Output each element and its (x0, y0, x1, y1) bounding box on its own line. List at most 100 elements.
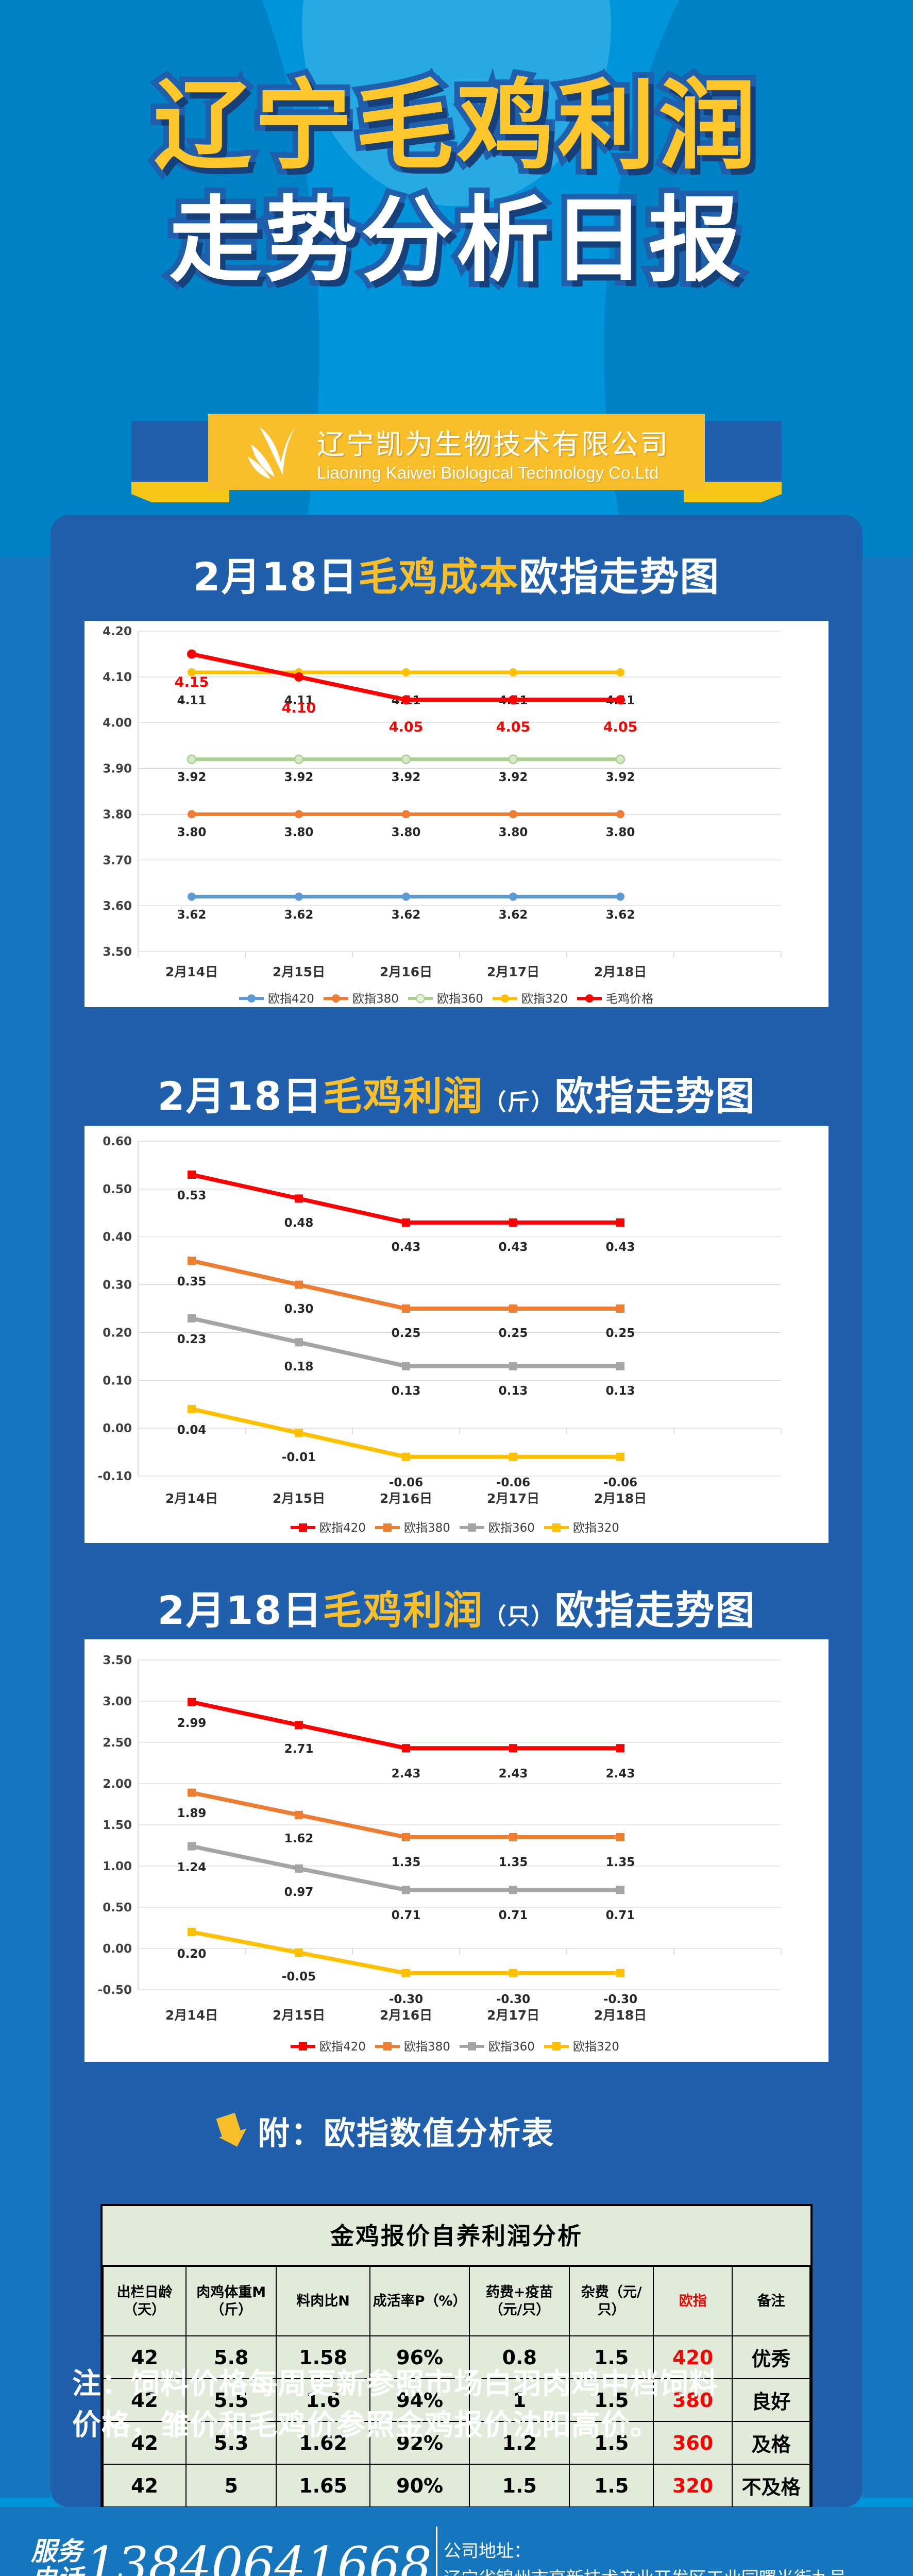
company-name-block: 辽宁凯为生物技术有限公司 Liaoning Kaiwei Biological … (317, 421, 669, 483)
svg-text:欧指420: 欧指420 (319, 2040, 366, 2054)
svg-text:3.92: 3.92 (606, 771, 635, 784)
svg-text:-0.10: -0.10 (98, 1470, 132, 1483)
chart2-card: 0.60 0.50 0.40 0.30 0.20 0.10 0.00 -0.10… (84, 1126, 829, 1543)
table-row: 42 5 1.65 90% 1.5 1.5 320 不及格 (102, 2464, 810, 2507)
cell-ouzhi: 420 (653, 2335, 733, 2379)
page-footer: 服务 电话 13840641668 公司地址： 辽宁省锦州市高新技术产业开发区工… (0, 2507, 913, 2576)
poster-header: 辽宁毛鸡利润 走势分析日报 辽宁凯为生物技术有限公司 Liaoning Kaiw… (0, 0, 913, 520)
svg-text:欧指380: 欧指380 (352, 992, 399, 1006)
chart1-svg: 4.20 4.10 4.00 3.90 3.80 3.70 3.60 3.50 … (103, 625, 782, 1006)
svg-text:3.92: 3.92 (499, 771, 528, 784)
footer-phone-number[interactable]: 13840641668 (86, 2536, 432, 2576)
cell-medicine: 0.8 (469, 2335, 570, 2379)
svg-text:0.97: 0.97 (284, 1886, 314, 1899)
cell-ouzhi: 320 (653, 2464, 733, 2507)
svg-text:0.25: 0.25 (606, 1327, 635, 1340)
svg-text:-0.06: -0.06 (603, 1476, 637, 1489)
svg-text:2月18日: 2月18日 (594, 2008, 647, 2023)
cell-feed-ratio: 1.65 (276, 2464, 370, 2507)
svg-text:0.43: 0.43 (499, 1241, 528, 1254)
svg-text:欧指360: 欧指360 (488, 1521, 535, 1535)
table-header-survival: 成活率P（%） (369, 2265, 470, 2336)
chart1-heading-suffix: 欧指走势图 (519, 554, 720, 600)
chart3-heading-date: 2月18日 (157, 1587, 323, 1633)
table-header-ouzhi: 欧指 (653, 2265, 733, 2336)
company-ribbon-body: 辽宁凯为生物技术有限公司 Liaoning Kaiwei Biological … (208, 414, 705, 490)
table-header-row: 出栏日龄（天） 肉鸡体重M（斤） 料肉比N 成活率P（%） 药费+疫苗（元/只）… (102, 2265, 810, 2336)
chart1-heading-highlight: 毛鸡成本 (358, 554, 519, 600)
company-name-en: Liaoning Kaiwei Biological Technology Co… (317, 463, 659, 482)
cell-weight: 5.8 (185, 2335, 277, 2379)
chart3-legend: 欧指420 欧指380 欧指360 欧指320 (291, 2040, 619, 2054)
chart3-card: 3.50 3.00 2.50 2.00 1.50 1.00 0.50 0.00 … (84, 1639, 829, 2062)
svg-text:4.11: 4.11 (284, 694, 314, 707)
svg-text:2月17日: 2月17日 (487, 2008, 539, 2023)
svg-text:0.20: 0.20 (103, 1326, 132, 1340)
cell-misc: 1.5 (569, 2378, 654, 2422)
svg-text:2月15日: 2月15日 (273, 964, 325, 979)
cell-age: 42 (102, 2464, 187, 2507)
svg-text:4.20: 4.20 (103, 625, 132, 638)
cell-weight: 5.3 (185, 2421, 277, 2465)
svg-text:-0.30: -0.30 (389, 1993, 423, 2006)
svg-text:0.48: 0.48 (284, 1216, 314, 1230)
chart2-heading-unit: （斤） (483, 1089, 555, 1115)
svg-text:欧指320: 欧指320 (573, 1521, 619, 1535)
svg-text:-0.05: -0.05 (282, 1970, 316, 1984)
chart3-heading-suffix: 欧指走势图 (554, 1587, 756, 1633)
table-row: 42 5.3 1.62 92% 1.2 1.5 360 及格 (102, 2421, 810, 2465)
attachment-heading-label: 附：欧指数值分析表 (258, 2114, 555, 2152)
cell-misc: 1.5 (569, 2464, 654, 2507)
footer-contact: 服务 电话 13840641668 公司地址： 辽宁省锦州市高新技术产业开发区工… (31, 2527, 847, 2576)
cell-survival: 92% (369, 2421, 470, 2465)
svg-text:3.50: 3.50 (103, 945, 132, 959)
svg-text:3.62: 3.62 (499, 908, 528, 922)
cell-weight: 5 (185, 2464, 277, 2507)
svg-text:2月16日: 2月16日 (380, 2008, 432, 2023)
cell-misc: 1.5 (569, 2335, 654, 2379)
svg-text:0.30: 0.30 (103, 1279, 132, 1292)
svg-text:1.35: 1.35 (606, 1856, 635, 1869)
svg-text:3.62: 3.62 (606, 908, 635, 922)
table-row: 42 5.5 1.6 94% 1 1.5 380 良好 (102, 2378, 810, 2422)
svg-text:欧指380: 欧指380 (404, 2040, 450, 2054)
svg-text:0.13: 0.13 (392, 1384, 421, 1398)
svg-text:2月14日: 2月14日 (165, 1491, 218, 1506)
svg-text:0.13: 0.13 (499, 1384, 528, 1398)
cell-feed-ratio: 1.62 (276, 2421, 370, 2465)
panel-side-strip-left (0, 557, 50, 2498)
cell-survival: 90% (369, 2464, 470, 2507)
svg-text:3.00: 3.00 (103, 1695, 132, 1708)
svg-text:0.35: 0.35 (177, 1275, 207, 1289)
cell-age: 42 (102, 2421, 187, 2465)
svg-text:0.10: 0.10 (103, 1374, 132, 1387)
svg-text:欧指360: 欧指360 (488, 2040, 535, 2054)
svg-text:3.80: 3.80 (284, 826, 314, 839)
svg-text:2月18日: 2月18日 (594, 1491, 647, 1506)
chart3-svg: 3.50 3.00 2.50 2.00 1.50 1.00 0.50 0.00 … (98, 1654, 782, 2054)
footer-address-value: 辽宁省锦州市高新技术产业开发区工业园曙光街九号 (444, 2565, 847, 2576)
table-header-remark: 备注 (732, 2265, 810, 2336)
svg-text:-0.30: -0.30 (603, 1993, 637, 2006)
svg-text:1.62: 1.62 (284, 1832, 314, 1845)
cell-age: 42 (102, 2335, 187, 2379)
company-ribbon: 辽宁凯为生物技术有限公司 Liaoning Kaiwei Biological … (0, 410, 913, 497)
footer-service-label-line1: 服务 (31, 2536, 82, 2566)
svg-text:4.05: 4.05 (603, 719, 638, 735)
svg-text:-0.06: -0.06 (496, 1476, 530, 1489)
cell-misc: 1.5 (569, 2421, 654, 2465)
footer-address-block: 公司地址： 辽宁省锦州市高新技术产业开发区工业园曙光街九号 (444, 2538, 847, 2576)
analysis-table-wrap: 金鸡报价自养利润分析 出栏日龄（天） 肉鸡体重M（斤） 料肉比N 成活率P（%）… (100, 2204, 813, 2510)
chart1-card: 4.20 4.10 4.00 3.90 3.80 3.70 3.60 3.50 … (84, 621, 829, 1007)
chart2-legend: 欧指420 欧指380 欧指360 欧指320 (291, 1521, 619, 1535)
chart3-heading: 2月18日毛鸡利润（只）欧指走势图 (50, 1591, 863, 1630)
poster-title-line1: 辽宁毛鸡利润 (148, 69, 762, 183)
chart2-heading-date: 2月18日 (157, 1073, 323, 1119)
svg-text:0.23: 0.23 (177, 1333, 207, 1346)
svg-text:2月14日: 2月14日 (165, 2008, 218, 2023)
cell-remark: 不及格 (732, 2464, 810, 2507)
svg-text:3.80: 3.80 (499, 826, 528, 839)
chart3-heading-highlight: 毛鸡利润 (323, 1587, 484, 1633)
svg-text:0.71: 0.71 (392, 1909, 421, 1922)
kaiwei-logo-icon (244, 423, 306, 480)
